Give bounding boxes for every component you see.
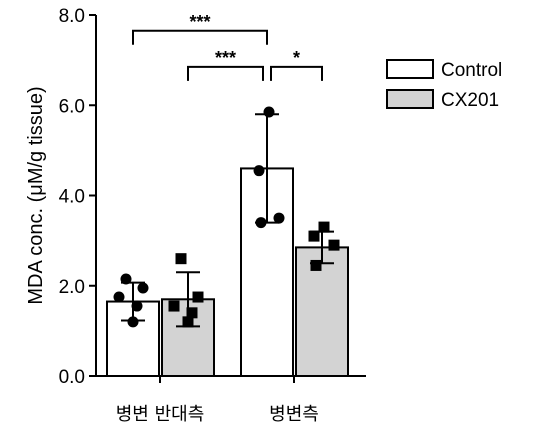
data-point bbox=[318, 221, 330, 233]
axis-layer: 0.0 2.0 4.0 6.0 8.0 MDA conc. (μM/g tissue) 병변… bbox=[25, 6, 366, 425]
data-point bbox=[253, 165, 265, 177]
significance-label: *** bbox=[215, 48, 236, 68]
x-category-label: 병변측 bbox=[269, 404, 319, 425]
data-point bbox=[131, 300, 143, 312]
legend: Control CX201 bbox=[386, 59, 502, 111]
data-point bbox=[113, 291, 125, 303]
legend-label-control: Control bbox=[441, 60, 502, 81]
data-point bbox=[175, 253, 187, 265]
significance-bracket bbox=[270, 65, 323, 81]
significance-bracket bbox=[132, 29, 268, 45]
significance-label: * bbox=[293, 48, 300, 68]
x-category-label: 병변 반대측 bbox=[116, 404, 205, 425]
data-point bbox=[328, 239, 340, 251]
data-point bbox=[168, 300, 180, 312]
error-layer bbox=[121, 113, 334, 328]
y-tick-label: 8.0 bbox=[59, 6, 85, 27]
bar-layer bbox=[106, 167, 349, 378]
legend-label-cx201: CX201 bbox=[441, 90, 499, 111]
data-point bbox=[308, 230, 320, 242]
data-point bbox=[263, 106, 275, 118]
y-tick-label: 0.0 bbox=[59, 367, 85, 388]
data-point bbox=[127, 316, 139, 328]
data-point bbox=[192, 291, 204, 303]
y-tick-label: 4.0 bbox=[59, 187, 85, 208]
y-tick-label: 6.0 bbox=[59, 96, 85, 117]
significance-layer: ****** * bbox=[132, 12, 323, 81]
y-axis-label: MDA conc. (μM/g tissue) bbox=[25, 86, 47, 304]
legend-swatch-control bbox=[386, 59, 434, 79]
legend-swatch-cx201 bbox=[386, 89, 434, 109]
y-tick-label: 2.0 bbox=[59, 277, 85, 298]
significance-label: *** bbox=[189, 12, 210, 32]
bar-cx201-1 bbox=[295, 246, 349, 377]
data-point bbox=[273, 212, 285, 224]
data-point bbox=[310, 259, 322, 271]
data-point bbox=[186, 307, 198, 319]
significance-bracket bbox=[187, 65, 264, 81]
data-point bbox=[137, 282, 149, 294]
